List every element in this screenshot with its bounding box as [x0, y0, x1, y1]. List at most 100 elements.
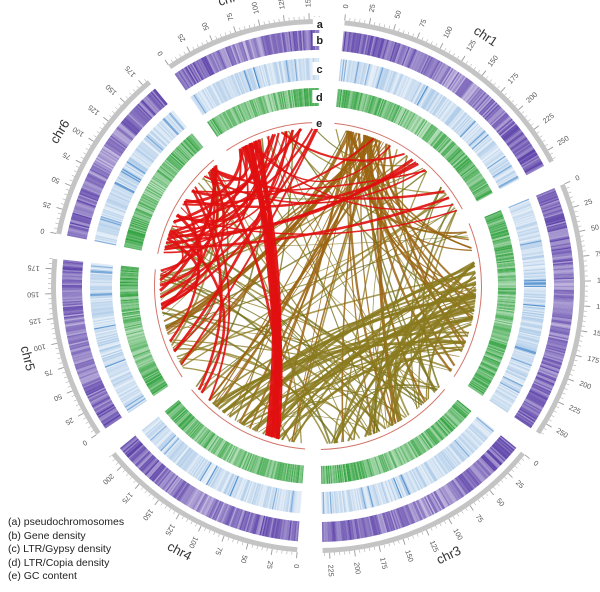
density-bin: [150, 91, 165, 108]
density-bin: [466, 127, 484, 144]
density-bin: [162, 436, 179, 454]
density-bin: [246, 481, 255, 503]
density-bin: [111, 373, 132, 384]
density-bin: [167, 403, 182, 416]
density-bin: [161, 119, 178, 137]
tick-major: [116, 466, 122, 472]
density-bin: [248, 39, 256, 59]
density-bin: [76, 364, 96, 373]
density-bin: [134, 450, 151, 466]
density-bin: [553, 280, 574, 283]
density-bin: [472, 377, 489, 388]
density-bin: [159, 166, 175, 179]
density-bin: [285, 60, 290, 83]
density-bin: [140, 456, 156, 472]
tick-minor: [174, 56, 177, 60]
density-bin: [286, 463, 291, 482]
density-bin: [437, 419, 451, 434]
density-bin: [163, 117, 180, 135]
density-bin: [98, 221, 121, 230]
density-bin: [334, 465, 338, 484]
density-bin: [205, 433, 217, 450]
density-bin: [461, 82, 475, 100]
density-bin: [360, 34, 366, 55]
density-bin: [279, 462, 285, 481]
density-bin: [409, 470, 421, 491]
density-bin: [523, 300, 546, 304]
density-bin: [422, 124, 434, 140]
density-bin: [180, 415, 195, 430]
tick-major: [500, 87, 506, 93]
tick-label: 125: [29, 316, 42, 326]
density-bin: [90, 299, 113, 303]
density-bin: [441, 486, 454, 504]
density-bin: [491, 232, 509, 239]
density-bin: [370, 96, 378, 115]
density-bin: [552, 253, 573, 258]
density-bin: [260, 65, 267, 87]
density-bin: [361, 487, 368, 509]
density-bin: [194, 60, 206, 80]
density-bin: [90, 266, 113, 270]
density-bin: [131, 218, 149, 226]
density-bin: [278, 462, 284, 481]
tick-minor: [80, 156, 84, 159]
density-bin: [74, 358, 94, 367]
density-bin: [201, 463, 214, 483]
density-bin: [207, 86, 219, 106]
density-bin: [471, 378, 488, 389]
density-bin: [214, 82, 226, 103]
density-bin: [104, 416, 123, 429]
density-bin: [236, 42, 245, 63]
density-bin: [415, 119, 426, 136]
density-bin: [459, 473, 474, 491]
density-bin: [455, 158, 471, 171]
density-bin: [437, 488, 449, 507]
density-bin: [84, 382, 104, 393]
density-bin: [140, 141, 159, 157]
density-bin: [501, 379, 522, 391]
density-bin: [497, 267, 516, 271]
density-bin: [92, 397, 111, 409]
density-bin: [207, 121, 219, 137]
density-bin: [232, 44, 241, 64]
density-bin: [284, 90, 289, 109]
density-bin: [246, 39, 254, 60]
density-bin: [449, 481, 462, 499]
density-bin: [436, 99, 451, 119]
density-bin: [488, 223, 507, 231]
density-bin: [71, 350, 92, 359]
density-bin: [372, 97, 380, 115]
density-bin: [444, 144, 458, 159]
tick-major: [57, 367, 64, 370]
density-bin: [465, 126, 483, 144]
density-bin: [398, 475, 408, 497]
density-bin: [76, 363, 96, 372]
density-bin: [124, 323, 143, 329]
density-bin: [393, 43, 402, 63]
track-label-bg: [312, 90, 327, 104]
density-bin: [513, 214, 536, 224]
tick-minor: [57, 212, 61, 215]
density-bin: [462, 167, 478, 180]
density-bin: [454, 402, 470, 415]
density-bin: [374, 514, 381, 535]
density-bin: [522, 254, 545, 260]
density-bin: [271, 93, 278, 111]
density-bin: [292, 520, 296, 541]
density-bin: [478, 367, 495, 377]
density-bin: [204, 464, 217, 485]
density-bin: [401, 110, 411, 128]
density-bin: [212, 52, 222, 72]
density-bin: [442, 104, 458, 123]
density-bin: [141, 416, 160, 432]
density-bin: [372, 66, 381, 88]
density-bin: [287, 520, 292, 541]
density-bin: [245, 512, 253, 533]
density-bin: [427, 459, 441, 479]
density-bin: [523, 400, 542, 412]
tick-minor: [388, 25, 390, 29]
density-bin: [86, 385, 105, 396]
density-bin: [439, 418, 453, 433]
density-bin: [510, 204, 532, 214]
